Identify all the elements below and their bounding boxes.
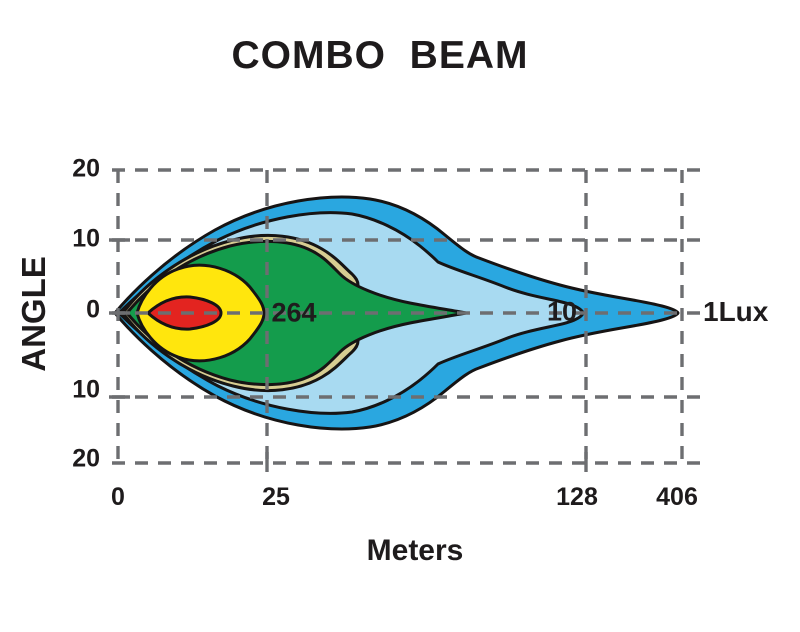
y-tick-0: 0 — [86, 295, 100, 324]
y-tick-20-top: 20 — [72, 154, 100, 183]
tick-marks — [109, 238, 588, 472]
label-10-lux: 10 — [546, 296, 578, 327]
y-tick-10-bottom: 10 — [72, 375, 100, 404]
y-tick-20-bottom: 20 — [72, 444, 100, 473]
x-tick-0: 0 — [111, 483, 125, 511]
label-264-lux: 264 — [271, 297, 317, 328]
x-tick-406: 406 — [656, 483, 698, 511]
x-axis-title: Meters — [366, 534, 464, 567]
y-tick-10-top: 10 — [72, 224, 100, 253]
gridlines — [112, 168, 703, 465]
x-tick-128: 128 — [556, 483, 598, 511]
x-tick-25: 25 — [262, 483, 290, 511]
chart-title: COMBO BEAM — [231, 34, 529, 77]
label-1-lux: 1Lux — [703, 296, 769, 327]
